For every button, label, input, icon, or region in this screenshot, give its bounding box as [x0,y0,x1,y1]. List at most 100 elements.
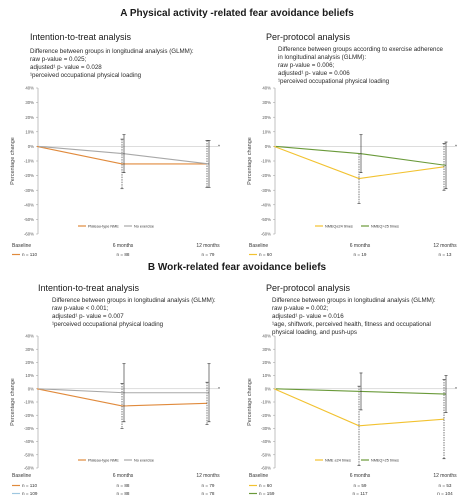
n-count: n = 109 [22,491,38,496]
x-category-label: 12 months [433,473,457,479]
y-tick-label: 30% [25,347,34,352]
y-tick-label: -40% [261,439,271,444]
y-tick-label: -20% [261,413,271,418]
y-axis-label: Percentage change [10,137,16,185]
y-tick-label: -40% [261,202,271,207]
legend-label: No exercise [134,459,154,463]
stat-line: adjusted¹ p- value = 0.006 [278,70,350,77]
n-count: n = 104 [437,491,453,496]
y-tick-label: 10% [25,129,34,134]
x-category-label: 6 months [350,473,371,479]
n-count: n = 78 [202,491,215,496]
legend-label: Plateau-type NME [88,225,119,229]
n-count: n = 60 [259,252,272,257]
stat-line: physical loading, and push-ups [272,329,357,336]
n-count: n = 19 [354,252,367,257]
chart-a-pp: 40% 30% 20% 10% 0% -10% -20% -30% -40% -50% -60% Pe… [247,86,457,257]
legend-label: NMEQ>25 times [371,225,399,229]
stat-line: adjusted¹ p- value = 0.016 [272,313,344,320]
y-tick-label: -50% [24,452,34,457]
y-tick-label: -20% [24,173,34,178]
y-tick-label: -50% [24,217,34,222]
y-tick-label: 30% [25,100,34,105]
x-category-label: 6 months [113,243,134,249]
y-tick-label: -50% [261,217,271,222]
y-tick-label: -20% [24,413,34,418]
y-tick-label: -30% [24,188,34,193]
y-tick-label: 20% [262,115,271,120]
x-category-label: Baseline [12,243,31,249]
n-count: n = 60 [259,483,272,488]
legend-label: Plateau-type NME [88,459,119,463]
significance-marker: * [218,387,220,393]
x-category-label: 12 months [433,243,457,249]
y-tick-label: 20% [262,360,271,365]
y-tick-label: 0% [28,386,34,391]
stat-line: ¹perceived occupational physical loading [278,78,390,85]
stat-line: Difference between groups in longitudina… [272,297,436,304]
x-category-label: 6 months [350,243,371,249]
chart-b-itt: 40% 30% 20% 10% 0% -10% -20% -30% -40% -50% -60% Pe… [10,334,220,496]
n-count: n = 79 [202,483,215,488]
y-tick-label: -10% [261,159,271,164]
y-tick-label: -60% [24,232,34,237]
y-tick-label: -10% [261,400,271,405]
chart-a-itt: 40% 30% 20% 10% 0% -10% -20% -30% -40% -50% -60% Pe… [10,86,220,257]
significance-marker: * [218,144,220,150]
y-tick-label: -50% [261,452,271,457]
y-tick-label: 30% [262,347,271,352]
legend-label: NMEQ>25 times [371,459,399,463]
stat-line: raw p-value = 0.025; [30,56,87,63]
y-tick-label: 20% [25,115,34,120]
significance-marker: * [455,387,457,393]
legend-label: NME ≤24 times [325,459,351,463]
significance-marker: * [455,144,457,150]
stat-line: adjusted¹ p- value = 0.028 [30,64,102,71]
x-category-label: Baseline [249,243,268,249]
x-category-label: 12 months [196,243,220,249]
y-tick-label: -10% [24,159,34,164]
y-tick-label: 0% [265,144,271,149]
y-tick-label: 0% [28,144,34,149]
n-count: n = 110 [22,252,38,257]
section-a-title: A Physical activity -related fear avoida… [120,8,354,19]
x-category-label: 6 months [113,473,134,479]
y-tick-label: -10% [24,400,34,405]
y-tick-label: 10% [262,129,271,134]
stat-line: raw p-value = 0.006; [278,62,335,69]
n-count: n = 79 [202,252,215,257]
y-tick-label: 20% [25,360,34,365]
y-tick-label: 30% [262,100,271,105]
stat-line: Difference between groups according to e… [278,46,443,53]
x-category-label: 12 months [196,473,220,479]
chart-b-pp: 40% 30% 20% 10% 0% -10% -20% -30% -40% -50% -60% Pe… [247,334,457,496]
y-tick-label: 40% [262,334,271,339]
y-tick-label: 10% [25,373,34,378]
y-tick-label: 40% [25,334,34,339]
series-line [273,388,445,427]
stat-line: raw p-value = 0.002; [272,305,329,312]
n-count: n = 13 [439,252,452,257]
x-category-label: Baseline [249,473,268,479]
series-line [273,145,445,180]
panel-title: Intention-to-treat analysis [30,32,132,42]
section-b-title: B Work-related fear avoidance beliefs [147,262,327,273]
y-tick-label: -30% [261,426,271,431]
series-line [36,388,208,407]
n-count: n = 110 [22,483,38,488]
stat-line: in longitudinal analysis (GLMM): [278,54,367,61]
n-count: n = 59 [354,483,367,488]
series-line [36,145,207,165]
panel-title: Per-protocol analysis [266,283,351,293]
legend-label: No exercise [134,225,154,229]
y-tick-label: -60% [261,232,271,237]
y-tick-label: -30% [261,188,271,193]
n-count: n = 159 [259,491,275,496]
n-count: n = 117 [352,491,368,496]
y-tick-label: 40% [262,86,271,91]
y-axis-label: Percentage change [10,378,16,426]
y-tick-label: -40% [24,202,34,207]
stat-line: Difference between groups in longitudina… [52,297,216,304]
legend-label: NMEQ≤24 times [325,225,353,229]
y-tick-label: 10% [262,373,271,378]
